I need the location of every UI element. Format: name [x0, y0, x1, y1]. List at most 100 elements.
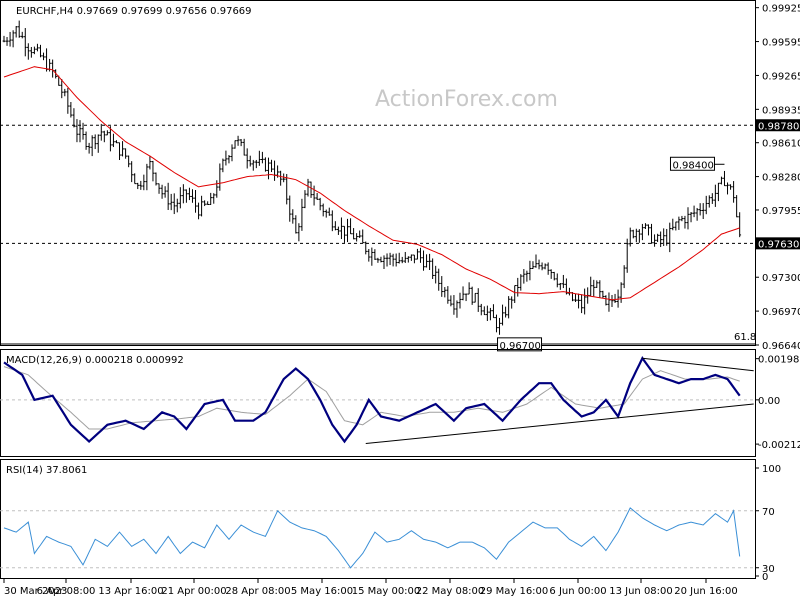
ohlc-bar: [583, 288, 587, 315]
ohlc-bar: [385, 253, 389, 267]
ohlc-bar: [206, 201, 210, 205]
ohlc-bar: [549, 269, 553, 279]
price-levels: [0, 124, 755, 345]
macd-trendline: [642, 357, 754, 372]
ohlc-bar: [397, 252, 401, 264]
ohlc-bar: [352, 228, 355, 240]
macd-panel-frame: [0, 349, 756, 457]
ohlc-bar: [227, 155, 231, 164]
price-y-tick-label: 0.99595: [762, 38, 800, 49]
ohlc-bar: [592, 279, 596, 297]
ohlc-bar: [23, 28, 27, 57]
macd-signal-line: [3, 366, 740, 430]
ohlc-bar: [671, 218, 675, 231]
ohlc-bar: [33, 46, 36, 55]
ohlc-bar: [738, 212, 742, 238]
ohlc-bar: [501, 304, 504, 326]
ohlc-bar: [148, 155, 152, 170]
ohlc-bar: [349, 218, 352, 235]
ohlc-bar: [330, 210, 334, 232]
ohlc-bar: [300, 198, 304, 231]
macd-y-tick-label: 0.00: [758, 396, 780, 407]
ohlc-bar: [261, 151, 264, 164]
x-tick-label: 28 Apr 08:00: [225, 586, 290, 597]
ohlc-bar: [200, 195, 203, 217]
ohlc-bar: [233, 140, 237, 149]
ohlc-bar: [580, 294, 583, 314]
ohlc-bar: [163, 186, 167, 198]
ohlc-bar: [537, 259, 541, 270]
ohlc-bar: [81, 122, 85, 140]
macd-title: MACD(12,26,9) 0.000218 0.000992: [6, 355, 184, 366]
ohlc-bar: [601, 290, 605, 299]
ohlc-bar: [525, 270, 529, 282]
ohlc-bar: [224, 150, 228, 166]
ohlc-bar: [598, 280, 602, 298]
ohlc-bar: [66, 87, 70, 114]
macd-y-tick-label: 0.00198: [758, 355, 799, 366]
ohlc-bar: [230, 144, 234, 162]
price-y-axis: 0.99925 0.99595 0.99265 0.98935 0.98610 0.982…: [755, 4, 800, 352]
ohlc-bar: [625, 238, 629, 273]
fib-label: 61.8: [734, 332, 756, 343]
ohlc-bar: [151, 160, 155, 182]
ohlc-bar: [209, 192, 213, 205]
price-y-tick-label: 0.98935: [762, 105, 800, 116]
moving-average-line: [3, 66, 740, 301]
ohlc-bar: [674, 221, 678, 231]
rsi-title: RSI(14) 37.8061: [6, 465, 87, 476]
ohlc-bar: [464, 293, 468, 302]
high-label: 0.98400: [672, 160, 713, 171]
ohlc-bar: [498, 317, 501, 335]
ohlc-bar: [641, 223, 644, 241]
ohlc-bar: [26, 43, 30, 60]
x-tick-label: 29 May 16:00: [480, 586, 549, 597]
ohlc-bar: [273, 160, 276, 181]
rsi-y-tick-label: 70: [762, 507, 775, 518]
x-tick-label: 13 Jun 08:00: [609, 586, 673, 597]
ohlc-bar: [467, 282, 471, 295]
ohlc-bar: [668, 222, 672, 253]
ohlc-bar: [172, 193, 176, 215]
ohlc-bar: [303, 190, 307, 209]
price-y-tick-label: 0.96970: [762, 307, 800, 318]
ohlc-bar: [84, 131, 88, 150]
ohlc-bar: [115, 140, 118, 144]
ohlc-bar: [78, 120, 82, 143]
rsi-y-tick-label: 100: [762, 464, 781, 475]
rsi-line: [3, 507, 741, 569]
ohlc-bar: [139, 180, 143, 190]
ohlc-bar: [695, 207, 699, 221]
ohlc-bar: [218, 163, 222, 191]
ohlc-bar: [443, 287, 447, 298]
ohlc-bar: [127, 155, 131, 168]
ohlc-bar: [373, 249, 377, 260]
ohlc-bar: [337, 226, 340, 235]
rsi-panel-frame: [0, 459, 756, 579]
ohlc-bar: [546, 262, 550, 275]
symbol-line: EURCHF,H4 0.97669 0.97699 0.97656 0.9766…: [16, 6, 252, 17]
ohlc-bar: [568, 287, 571, 296]
ohlc-bar: [8, 31, 12, 47]
ohlc-bar: [619, 282, 623, 303]
ohlc-bar: [169, 193, 173, 211]
price-y-tick-label: 0.96640: [762, 341, 800, 352]
level-price-tag-label: 0.98780: [758, 121, 799, 132]
ohlc-bar: [142, 174, 146, 191]
ohlc-bar: [431, 258, 435, 280]
ohlc-bar: [121, 141, 124, 157]
ohlc-bar: [188, 187, 191, 201]
ohlc-bar: [492, 304, 495, 319]
x-tick-label: 22 May 08:00: [416, 586, 485, 597]
price-y-tick-label: 0.99925: [762, 4, 800, 15]
ohlc-bar: [631, 229, 635, 239]
ohlc-bar: [552, 271, 556, 281]
ohlc-bar: [264, 157, 267, 172]
ohlc-bar: [109, 126, 112, 152]
ohlc-bar: [175, 198, 179, 213]
ohlc-bar: [382, 255, 386, 270]
ohlc-bar: [39, 44, 42, 58]
ohlc-bar: [531, 261, 535, 269]
ohlc-bar: [489, 307, 492, 321]
ohlc-bar: [87, 142, 91, 154]
